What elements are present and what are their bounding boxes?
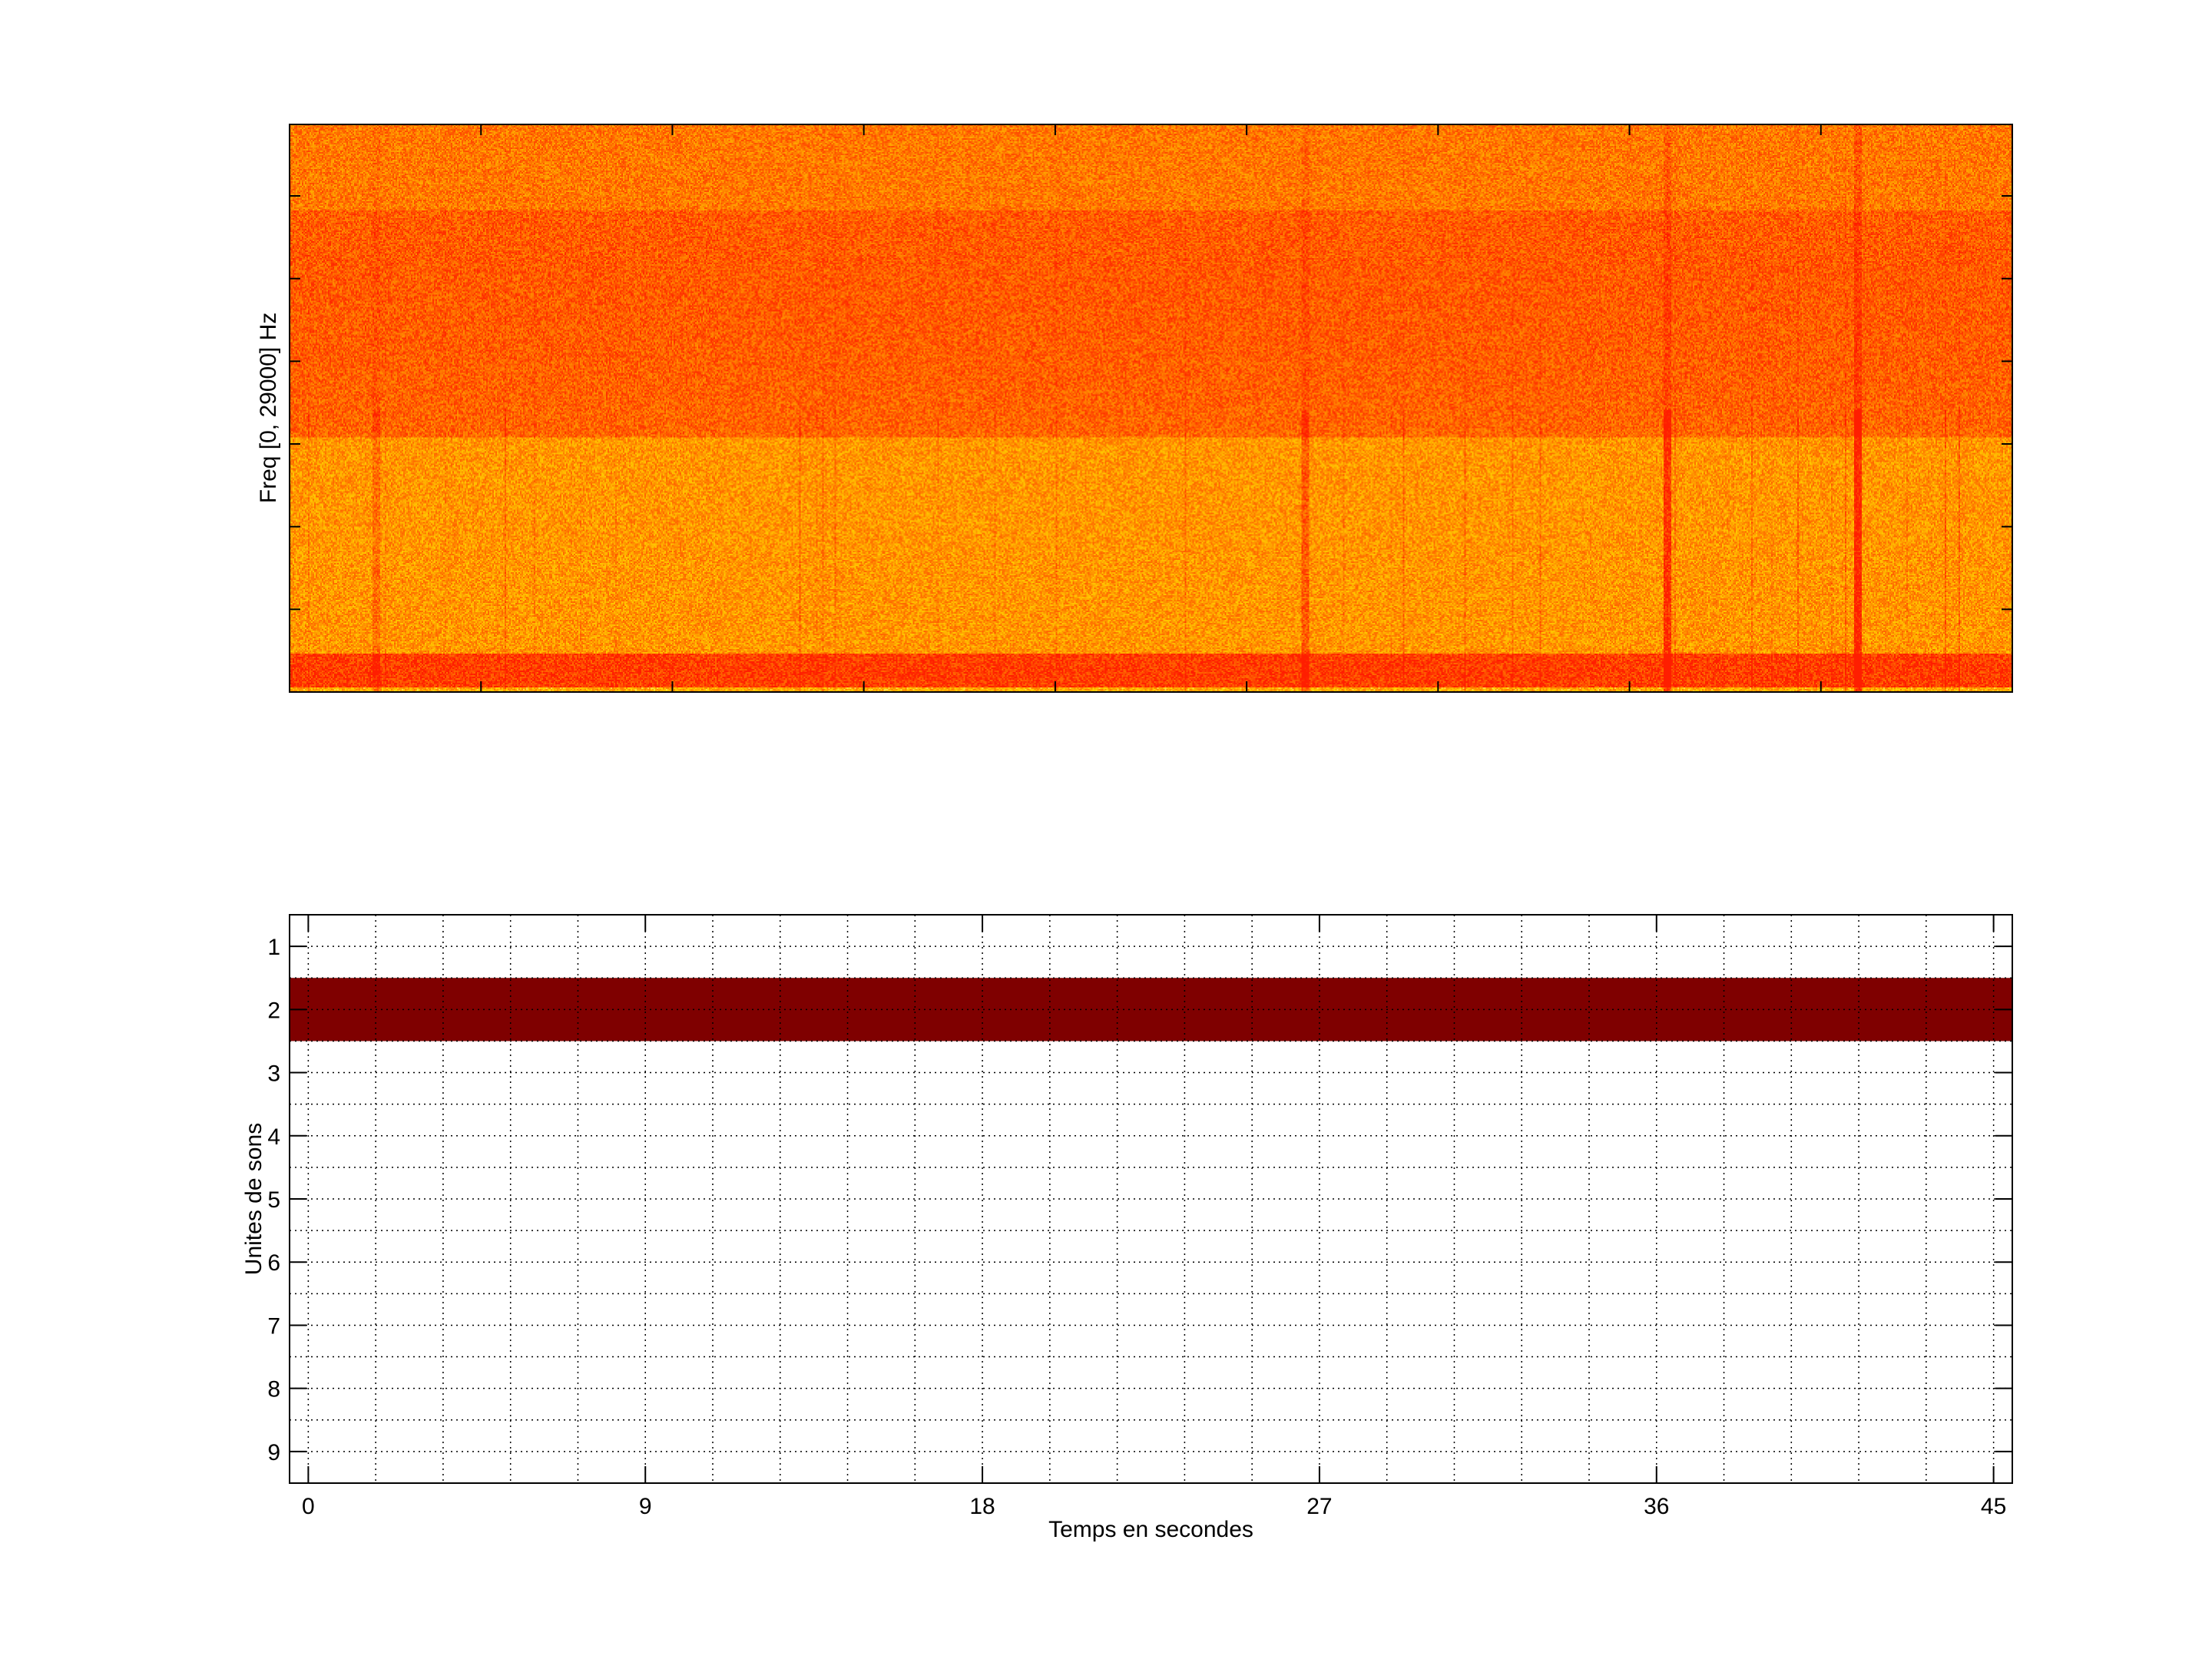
ytick-label: 7	[267, 1313, 280, 1339]
ytick-label: 2	[267, 998, 280, 1023]
xtick-label: 0	[302, 1494, 315, 1519]
xtick-label: 9	[639, 1494, 652, 1519]
units-xlabel: Temps en secondes	[1048, 1517, 1253, 1542]
xtick-label: 18	[969, 1494, 995, 1519]
ytick-label: 5	[267, 1187, 280, 1213]
units-ylabel: Unites de sons	[241, 1123, 267, 1275]
ytick-label: 3	[267, 1061, 280, 1087]
ytick-label: 9	[267, 1440, 280, 1465]
spectrogram-frame	[290, 124, 2012, 692]
xtick-label: 27	[1306, 1494, 1332, 1519]
units-chart: 0 9 18 27 36 45123456789Temps en secondesUnit…	[0, 0, 2212, 1659]
ytick-label: 4	[267, 1124, 280, 1150]
ytick-label: 1	[267, 935, 280, 960]
xtick-label: 45	[1981, 1494, 2006, 1519]
ytick-label: 8	[267, 1377, 280, 1402]
ytick-label: 6	[267, 1250, 280, 1276]
xtick-label: 36	[1644, 1494, 1669, 1519]
